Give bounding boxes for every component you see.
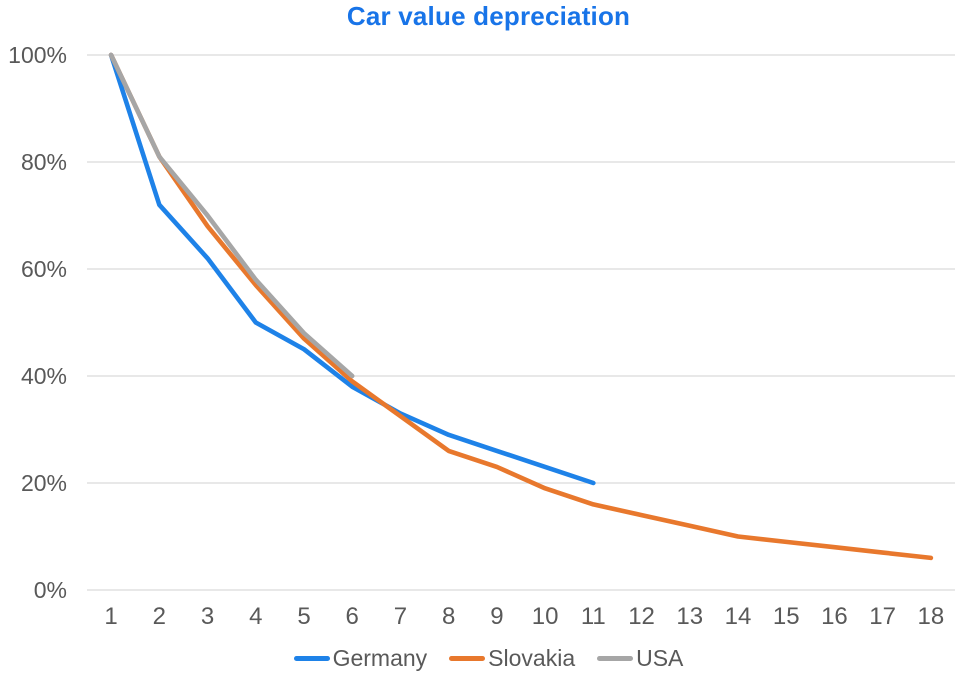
slovakia-line-swatch-icon [449, 655, 486, 661]
x-tick-4: 4 [249, 603, 263, 630]
x-tick-1: 1 [104, 603, 118, 630]
y-tick-20%: 20% [20, 470, 67, 496]
usa-line-swatch-icon [597, 655, 634, 661]
legend: Germany Slovakia USA [0, 643, 977, 673]
x-tick-10: 10 [531, 603, 559, 630]
x-tick-12: 12 [628, 603, 655, 630]
series-line-germany [108, 52, 596, 486]
y-tick-60%: 60% [20, 256, 67, 282]
x-tick-9: 9 [490, 603, 504, 630]
chart-title: Car value depreciation [346, 1, 631, 31]
y-tick-0%: 0% [33, 577, 67, 603]
y-tick-40%: 40% [20, 363, 67, 389]
legend-label-usa: USA [636, 644, 684, 671]
x-tick-6: 6 [345, 603, 359, 630]
x-tick-15: 15 [772, 603, 800, 630]
x-tick-2: 2 [152, 603, 166, 630]
legend-item-usa: USA [597, 645, 683, 672]
y-tick-80%: 80% [20, 149, 67, 175]
germany-line-swatch-icon [293, 655, 330, 661]
y-tick-100%: 100% [8, 42, 67, 68]
legend-label-slovakia: Slovakia [488, 644, 576, 671]
x-tick-18: 18 [917, 603, 945, 630]
legend-label-germany: Germany [332, 644, 428, 671]
x-tick-17: 17 [869, 603, 896, 630]
legend-item-germany: Germany [293, 644, 428, 672]
series-line-usa [108, 52, 355, 379]
series-line-slovakia [108, 52, 934, 561]
x-tick-5: 5 [297, 603, 311, 630]
x-tick-8: 8 [441, 603, 456, 630]
x-tick-11: 11 [580, 603, 606, 630]
x-tick-16: 16 [821, 603, 848, 630]
x-tick-3: 3 [200, 603, 215, 630]
x-tick-13: 13 [676, 603, 704, 630]
x-tick-7: 7 [393, 603, 408, 630]
x-tick-14: 14 [724, 603, 752, 630]
legend-item-slovakia: Slovakia [449, 645, 575, 672]
